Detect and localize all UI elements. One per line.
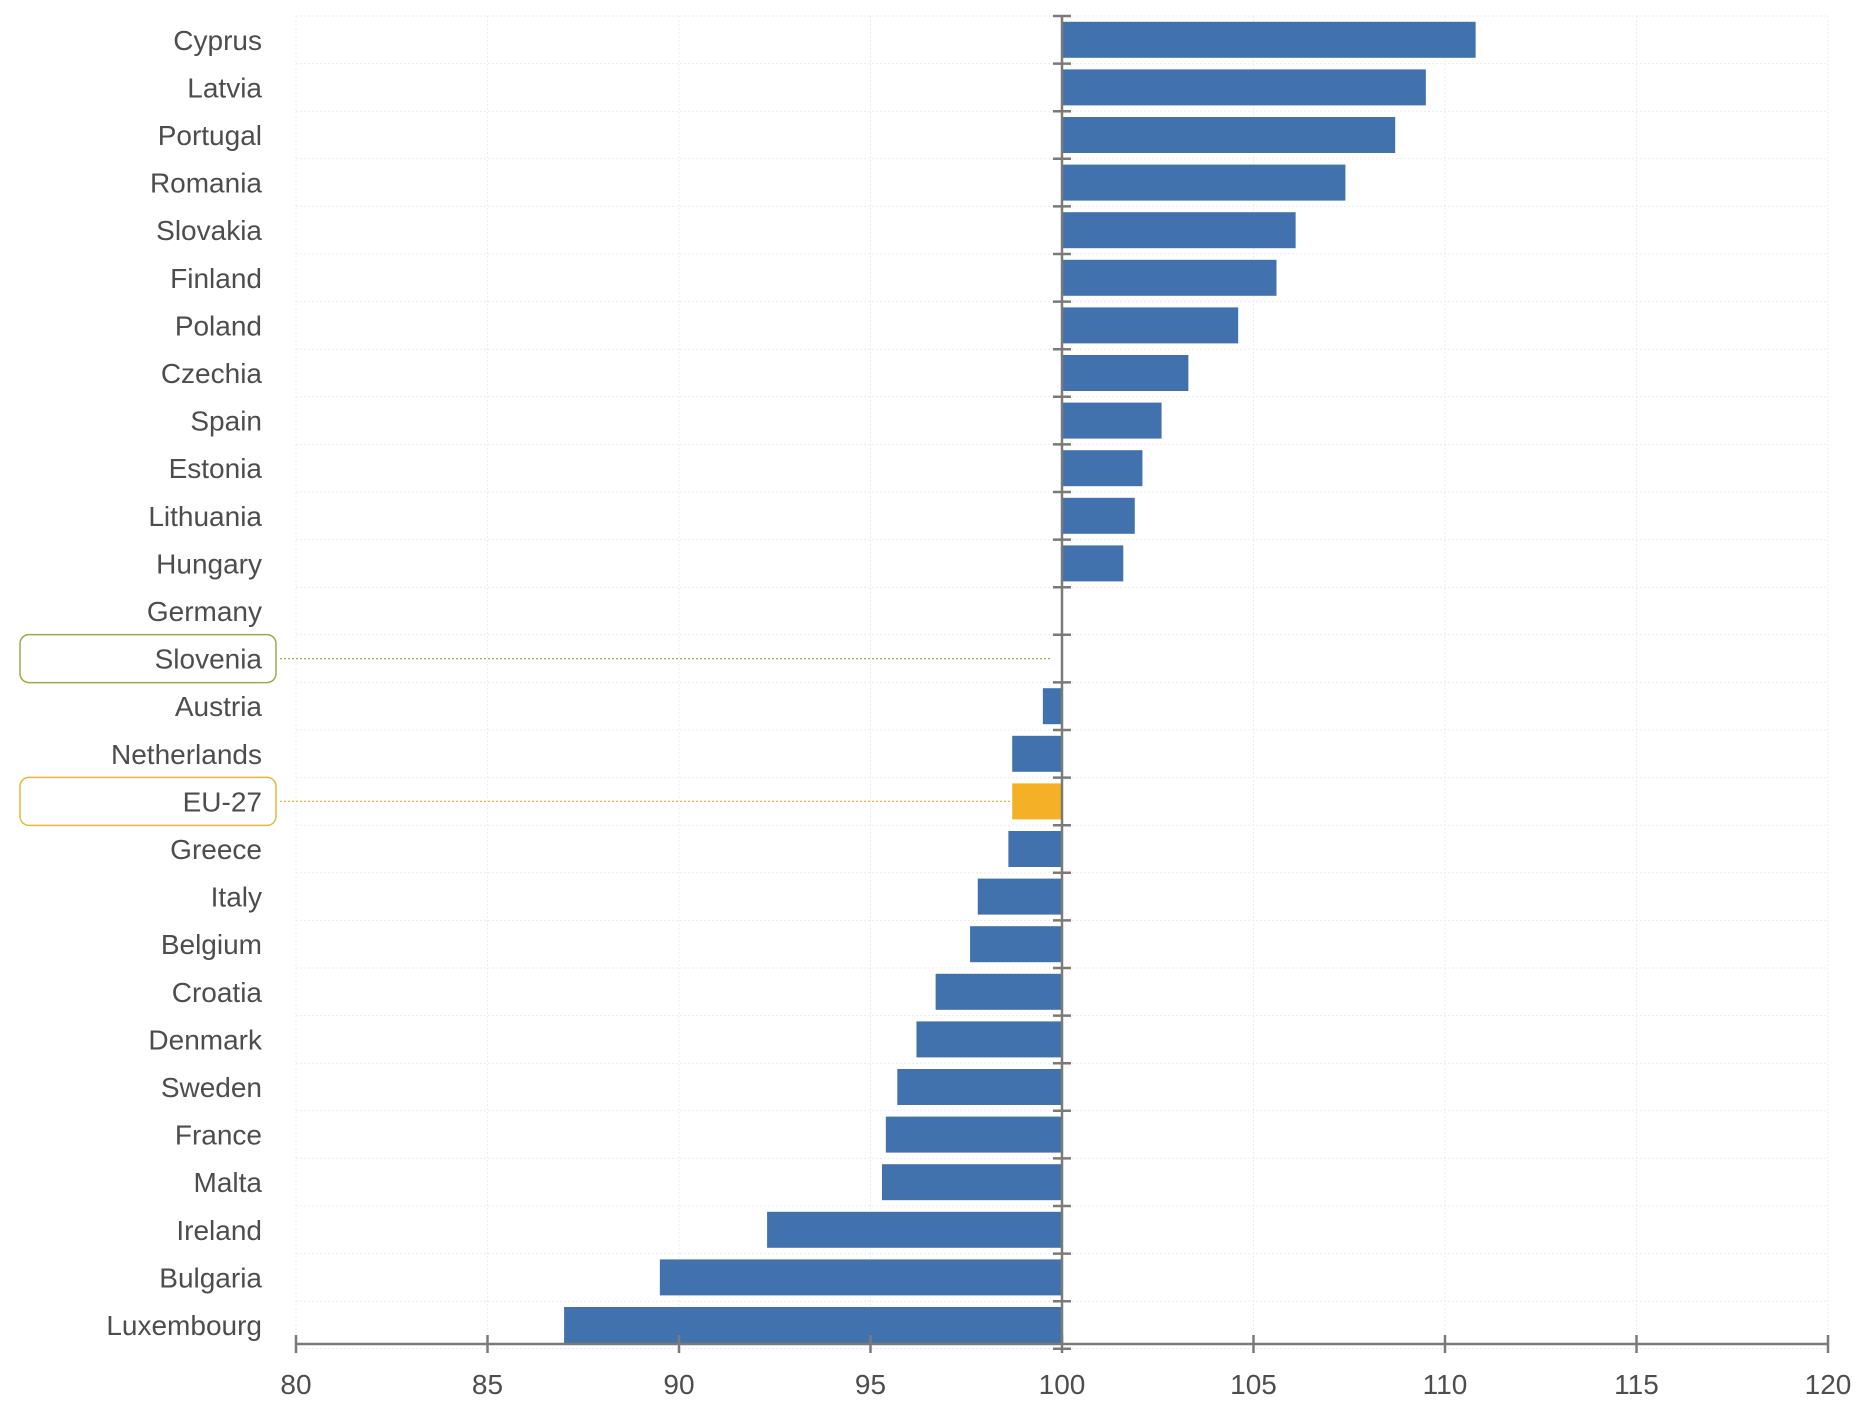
x-tick-label: 115 bbox=[1614, 1369, 1659, 1400]
category-label: Finland bbox=[170, 263, 262, 294]
bar-romania bbox=[1062, 164, 1346, 201]
bar-greece bbox=[1008, 831, 1062, 867]
bar-lithuania bbox=[1062, 497, 1135, 534]
bar-ireland bbox=[767, 1211, 1062, 1248]
bar-netherlands bbox=[1012, 735, 1062, 772]
x-tick-label: 120 bbox=[1805, 1369, 1852, 1400]
category-label: Lithuania bbox=[148, 501, 262, 532]
category-label: Croatia bbox=[172, 977, 263, 1008]
bar-italy bbox=[977, 878, 1062, 915]
category-label: Latvia bbox=[187, 72, 262, 103]
bar-croatia bbox=[935, 973, 1062, 1010]
x-tick-label: 110 bbox=[1423, 1369, 1468, 1400]
highlight-box bbox=[19, 633, 277, 684]
category-label: Ireland bbox=[176, 1215, 262, 1246]
bar-malta bbox=[881, 1164, 1062, 1201]
category-label: Poland bbox=[175, 310, 262, 341]
category-label: Italy bbox=[211, 882, 262, 913]
bar-hungary bbox=[1062, 545, 1124, 582]
bar-estonia bbox=[1062, 450, 1143, 487]
bar-czechia bbox=[1062, 355, 1189, 391]
category-label: Hungary bbox=[156, 548, 262, 579]
bar-austria bbox=[1042, 688, 1062, 725]
x-tick-label: 80 bbox=[280, 1369, 311, 1400]
bar-luxembourg bbox=[564, 1307, 1062, 1343]
bar-finland bbox=[1062, 259, 1277, 296]
bar-eu-27 bbox=[1012, 783, 1062, 820]
bars bbox=[564, 21, 1476, 1343]
category-label: Denmark bbox=[148, 1024, 263, 1055]
category-label: Netherlands bbox=[111, 739, 262, 770]
bar-bulgaria bbox=[659, 1259, 1062, 1296]
category-label: Cyprus bbox=[173, 25, 262, 56]
category-label: Spain bbox=[190, 406, 262, 437]
bar-spain bbox=[1062, 402, 1162, 439]
x-tick-label: 95 bbox=[855, 1369, 886, 1400]
bar-france bbox=[885, 1116, 1062, 1153]
category-label: Slovenia bbox=[155, 644, 263, 675]
category-labels: Cyprus Latvia Portugal Romania Slovakia Finla… bbox=[106, 25, 263, 1341]
x-tick-label: 105 bbox=[1230, 1369, 1277, 1400]
category-label: Slovakia bbox=[156, 215, 262, 246]
category-label: EU-27 bbox=[183, 786, 262, 817]
x-tick-label: 90 bbox=[663, 1369, 694, 1400]
category-label: Luxembourg bbox=[106, 1310, 262, 1341]
category-label: France bbox=[175, 1120, 262, 1151]
category-label: Sweden bbox=[161, 1072, 262, 1103]
bar-portugal bbox=[1062, 117, 1396, 153]
bar-denmark bbox=[916, 1021, 1062, 1058]
bar-latvia bbox=[1062, 69, 1426, 106]
category-label: Bulgaria bbox=[159, 1262, 262, 1293]
category-label: Germany bbox=[147, 596, 262, 627]
x-tick-label: 100 bbox=[1039, 1369, 1086, 1400]
category-label: Portugal bbox=[158, 120, 262, 151]
highlight-markers bbox=[19, 633, 1052, 827]
highlight-box bbox=[19, 776, 277, 827]
x-tick-label: 85 bbox=[472, 1369, 503, 1400]
category-label: Estonia bbox=[169, 453, 263, 484]
axes: 80 85 90 95 100 105 110 115 120 bbox=[280, 14, 1852, 1400]
bar-slovakia bbox=[1062, 212, 1296, 249]
category-label: Czechia bbox=[161, 358, 263, 389]
category-label: Romania bbox=[150, 168, 262, 199]
category-label: Greece bbox=[170, 834, 262, 865]
category-label: Belgium bbox=[161, 929, 262, 960]
category-label: Malta bbox=[194, 1167, 263, 1198]
bar-cyprus bbox=[1062, 21, 1476, 58]
bar-belgium bbox=[970, 926, 1062, 963]
category-label: Austria bbox=[175, 691, 263, 722]
bar-sweden bbox=[897, 1069, 1062, 1105]
bar-poland bbox=[1062, 307, 1239, 344]
